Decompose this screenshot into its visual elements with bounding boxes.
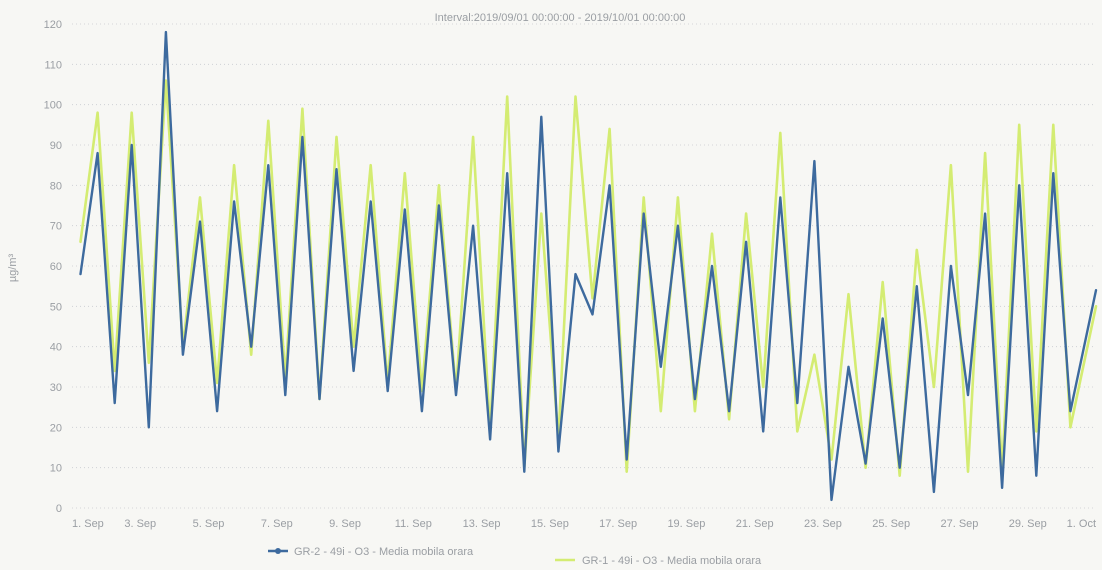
- y-axis-ticks: 0 10 20 30 40 50 60 70 80 90 100 110 120: [44, 19, 62, 515]
- series-line-1: [79, 30, 1098, 502]
- y-tick-label: 10: [50, 463, 62, 475]
- x-tick-label: 13. Sep: [463, 518, 501, 530]
- x-tick-label: 11. Sep: [395, 518, 432, 530]
- x-tick-label: 27. Sep: [941, 518, 979, 530]
- y-tick-label: 20: [50, 422, 62, 434]
- x-tick-label: 5. Sep: [193, 518, 225, 530]
- y-axis-label: µg/m³: [7, 253, 19, 282]
- x-tick-label: 19. Sep: [667, 518, 705, 530]
- x-tick-label: 29. Sep: [1009, 518, 1047, 530]
- x-tick-label: 25. Sep: [872, 518, 910, 530]
- x-axis-ticks: 1. Sep 3. Sep 5. Sep 7. Sep 9. Sep 11. Sep 13.…: [72, 518, 1096, 530]
- x-tick-label: 3. Sep: [124, 518, 156, 530]
- legend-item-series-2[interactable]: GR-1 - 49i - O3 - Media mobila orara: [555, 555, 762, 567]
- y-tick-label: 30: [50, 382, 62, 394]
- y-tick-label: 0: [56, 503, 62, 515]
- series-line-2: [79, 79, 1098, 477]
- x-tick-label: 1. Sep: [72, 518, 104, 530]
- grid: [72, 23, 1096, 509]
- x-tick-label: 23. Sep: [804, 518, 842, 530]
- legend-item-series-1[interactable]: GR-2 - 49i - O3 - Media mobila orara: [268, 546, 474, 558]
- legend-label-series-1: GR-2 - 49i - O3 - Media mobila orara: [294, 546, 474, 558]
- y-tick-label: 90: [50, 140, 62, 152]
- legend: GR-2 - 49i - O3 - Media mobila orara GR-…: [268, 546, 762, 567]
- series-lines: [79, 30, 1098, 502]
- y-tick-label: 50: [50, 301, 62, 313]
- x-tick-label: 15. Sep: [531, 518, 569, 530]
- legend-label-series-2: GR-1 - 49i - O3 - Media mobila orara: [582, 555, 762, 567]
- x-tick-label: 17. Sep: [599, 518, 637, 530]
- y-tick-label: 120: [44, 19, 62, 31]
- x-tick-label: 7. Sep: [261, 518, 293, 530]
- y-tick-label: 100: [44, 100, 62, 112]
- y-tick-label: 60: [50, 261, 62, 273]
- x-tick-label: 9. Sep: [329, 518, 361, 530]
- y-tick-label: 40: [50, 342, 62, 354]
- y-tick-label: 70: [50, 221, 62, 233]
- legend-marker-series-1: [275, 548, 281, 554]
- x-tick-label: 1. Oct: [1067, 518, 1096, 530]
- x-tick-label: 21. Sep: [736, 518, 774, 530]
- y-tick-label: 80: [50, 180, 62, 192]
- chart-title: Interval:2019/09/01 00:00:00 - 2019/10/0…: [435, 12, 686, 24]
- y-tick-label: 110: [44, 59, 62, 71]
